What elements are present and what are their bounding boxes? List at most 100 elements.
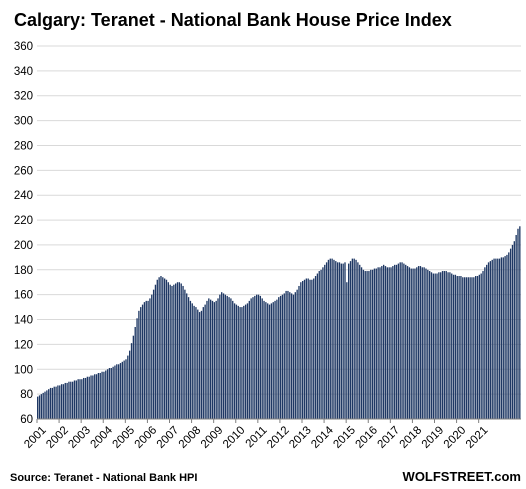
bar: [70, 381, 72, 419]
y-tick-label: 240: [14, 190, 33, 202]
bar: [165, 279, 168, 419]
bar: [94, 374, 96, 419]
bar: [495, 258, 497, 419]
bar: [261, 298, 263, 419]
bar: [237, 305, 239, 419]
bar: [441, 271, 444, 419]
bar: [445, 271, 447, 419]
bar: [469, 277, 471, 419]
bar: [403, 263, 405, 419]
bar: [436, 273, 438, 419]
bar: [390, 267, 392, 419]
bar: [105, 370, 107, 419]
bar: [438, 272, 440, 419]
bar: [230, 298, 232, 419]
x-tick-label: 2010: [221, 424, 248, 451]
bar: [200, 310, 203, 419]
bar: [90, 375, 92, 419]
x-tick-label: 2011: [244, 424, 270, 450]
bar: [38, 395, 41, 419]
bar: [198, 312, 201, 419]
bar: [239, 307, 241, 419]
bar: [186, 293, 188, 419]
bar: [134, 326, 136, 419]
bar: [259, 295, 262, 419]
bar: [451, 273, 453, 419]
y-tick-label: 80: [20, 389, 33, 401]
bar: [296, 289, 298, 419]
bar: [302, 280, 304, 419]
bar: [388, 267, 390, 419]
bar: [167, 282, 169, 419]
bar: [81, 379, 83, 419]
bar: [397, 263, 400, 419]
bar: [324, 264, 326, 419]
bar: [287, 290, 289, 419]
bar: [68, 381, 70, 419]
bar: [267, 303, 269, 419]
y-tick-label: 300: [14, 116, 33, 128]
x-tick-label: 2003: [66, 424, 93, 451]
bar: [348, 263, 350, 419]
bar: [213, 302, 216, 419]
bar: [456, 276, 458, 419]
chart-title: Calgary: Teranet - National Bank House P…: [14, 10, 452, 30]
bar: [106, 369, 109, 419]
source-note: Source: Teranet - National Bank HPI: [10, 472, 197, 484]
bar: [491, 259, 493, 419]
bar: [360, 267, 363, 419]
x-tick-label: 2015: [331, 424, 358, 451]
bar: [476, 276, 479, 419]
bar: [408, 267, 411, 419]
bar: [143, 302, 146, 419]
bar: [412, 268, 414, 419]
x-tick-label: 2008: [177, 424, 204, 451]
bar: [377, 267, 379, 419]
x-axis-tick-labels: 2001200220032004200520062007200820092010…: [22, 419, 490, 451]
bar: [182, 285, 184, 419]
bars: [37, 226, 521, 419]
bar: [289, 292, 291, 419]
bar: [206, 300, 208, 419]
bar: [307, 278, 309, 419]
bar: [487, 262, 490, 419]
gridlines: [37, 45, 521, 395]
x-tick-label: 2021: [464, 424, 491, 451]
x-tick-label: 2005: [111, 424, 138, 451]
bar: [292, 294, 295, 419]
bar: [187, 297, 190, 419]
y-tick-label: 160: [14, 290, 33, 302]
bar: [419, 266, 422, 419]
bar: [373, 268, 376, 419]
bar: [53, 386, 55, 419]
bar: [64, 382, 66, 419]
bar: [149, 298, 151, 419]
bar: [406, 266, 409, 419]
bar: [362, 269, 365, 419]
bar: [95, 374, 98, 419]
bar: [141, 304, 144, 419]
bar: [173, 284, 175, 419]
bar: [515, 234, 517, 419]
bar: [502, 257, 504, 419]
bar: [294, 292, 296, 419]
bar: [265, 302, 267, 419]
bar: [257, 294, 260, 419]
bar: [117, 364, 120, 419]
bar: [66, 382, 68, 419]
bar: [145, 300, 147, 419]
bar: [219, 294, 221, 419]
bar: [127, 355, 129, 419]
bar: [384, 266, 387, 419]
bar: [320, 269, 322, 419]
bar: [414, 268, 416, 419]
bar: [55, 386, 57, 419]
bar: [351, 258, 354, 419]
bar: [272, 302, 274, 419]
bar: [37, 396, 39, 419]
y-tick-label: 180: [14, 265, 33, 277]
bar: [193, 305, 195, 419]
bar: [359, 264, 361, 419]
bar: [353, 258, 355, 419]
bar: [509, 248, 512, 419]
